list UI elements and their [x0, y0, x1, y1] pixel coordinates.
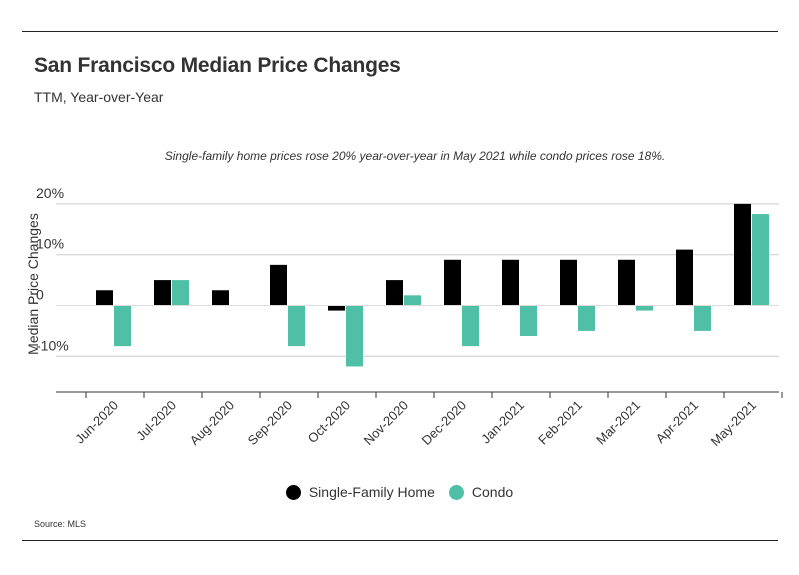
- bar-condo: [346, 305, 363, 367]
- x-tick-label: Nov-2020: [361, 398, 411, 448]
- chart-title: San Francisco Median Price Changes: [34, 54, 401, 77]
- bar-condo: [752, 214, 769, 306]
- bar-condo: [404, 295, 421, 306]
- bar-condo: [172, 280, 189, 306]
- x-tick-label: Aug-2020: [187, 398, 237, 448]
- legend-item-condo: Condo: [448, 484, 514, 500]
- legend-label-single-family: Single-Family Home: [308, 484, 435, 500]
- bar-single-family: [270, 264, 287, 306]
- bar-condo: [288, 305, 305, 347]
- x-tick-label: Oct-2020: [305, 398, 353, 446]
- bar-condo: [694, 305, 711, 331]
- y-tick-label: 10%: [36, 236, 64, 252]
- bar-condo: [114, 305, 131, 347]
- y-axis-label: Median Price Changes: [25, 213, 41, 355]
- source-note: Source: MLS: [34, 519, 87, 529]
- bar-single-family: [502, 259, 519, 306]
- y-tick-label: -10%: [36, 337, 69, 353]
- x-tick-label: Dec-2020: [419, 398, 469, 448]
- top-rule: [22, 31, 778, 32]
- x-tick-label: Jan-2021: [478, 398, 527, 447]
- bar-single-family: [96, 290, 113, 306]
- chart-annotation: Single-family home prices rose 20% year-…: [164, 149, 666, 163]
- bottom-rule: [22, 540, 778, 541]
- legend-item-single-family: Single-Family Home: [285, 484, 435, 500]
- bar-single-family: [676, 249, 693, 306]
- chart-subtitle: TTM, Year-over-Year: [34, 89, 164, 105]
- bar-condo: [462, 305, 479, 347]
- bar-condo: [520, 305, 537, 336]
- bar-single-family: [212, 290, 229, 306]
- y-tick-label: 0: [36, 287, 44, 303]
- bar-single-family: [328, 305, 345, 311]
- x-tick-label: Mar-2021: [593, 398, 643, 448]
- bar-single-family: [386, 280, 403, 306]
- x-tick-label: Apr-2021: [653, 398, 701, 446]
- bar-chart: 20% 10% 0 -10%Median Price Changes Jun-2020 J…: [25, 185, 783, 449]
- bar-single-family: [444, 259, 461, 306]
- bar-condo: [578, 305, 595, 331]
- bar-single-family: [734, 203, 751, 306]
- bar-condo: [636, 305, 653, 311]
- x-tick-label: May-2021: [708, 398, 759, 449]
- x-tick-label: Sep-2020: [245, 398, 295, 448]
- bar-single-family: [560, 259, 577, 306]
- x-tick-label: Jun-2020: [72, 398, 121, 447]
- legend: Single-Family Home Condo: [0, 484, 799, 500]
- bar-single-family: [618, 259, 635, 306]
- x-tick-label: Feb-2021: [535, 398, 585, 448]
- legend-swatch-single-family: [285, 484, 301, 500]
- bar-single-family: [154, 280, 171, 306]
- legend-swatch-condo: [448, 484, 464, 500]
- x-tick-label: Jul-2020: [133, 398, 179, 444]
- legend-label-condo: Condo: [471, 484, 514, 500]
- y-tick-label: 20%: [36, 185, 64, 201]
